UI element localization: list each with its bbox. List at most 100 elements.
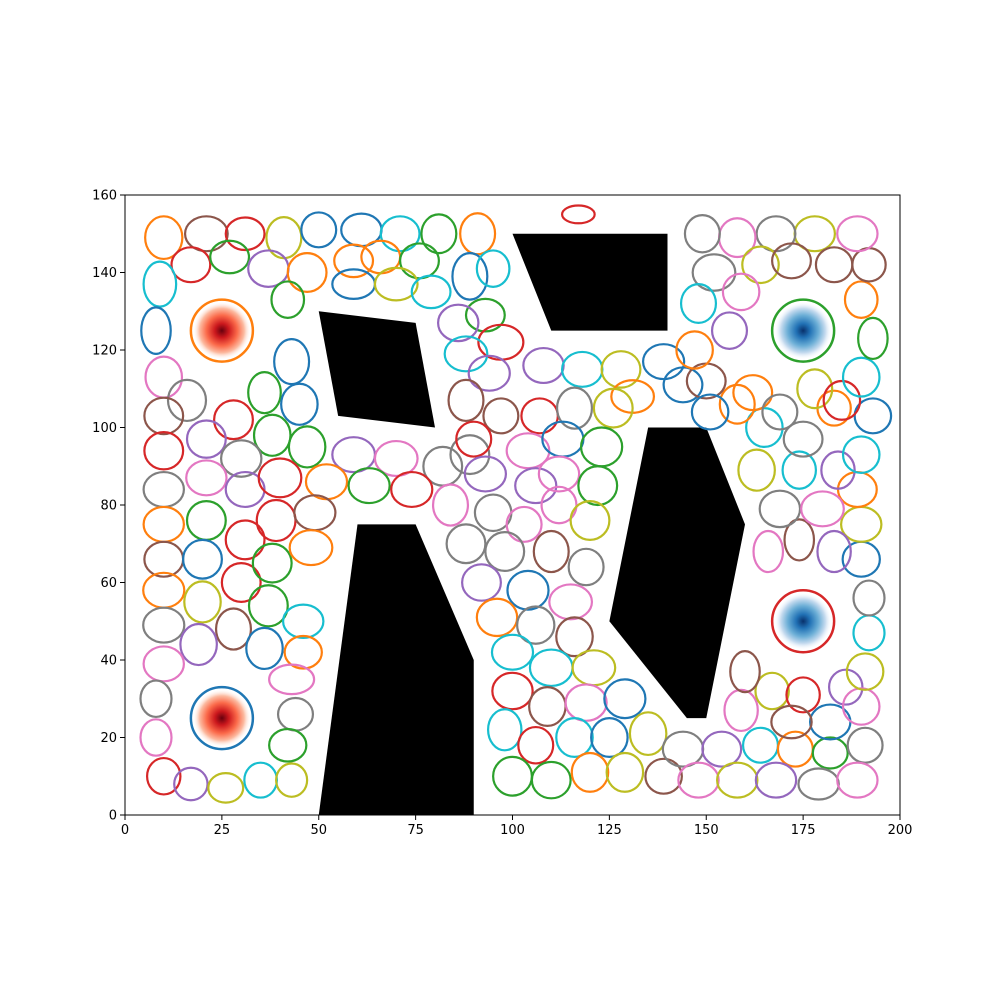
ellipse-marker bbox=[506, 569, 550, 611]
ellipse-marker bbox=[166, 378, 208, 423]
ellipse-marker bbox=[143, 396, 185, 436]
ellipse-marker bbox=[142, 260, 178, 308]
ellipse-marker bbox=[247, 584, 289, 628]
y-tick-label: 100 bbox=[92, 421, 117, 436]
ellipse-marker bbox=[420, 213, 458, 255]
ellipse-marker bbox=[723, 688, 759, 733]
ellipse-marker bbox=[675, 330, 714, 370]
ellipse-marker bbox=[505, 432, 551, 470]
ellipse-marker bbox=[142, 606, 186, 644]
ellipse-marker bbox=[251, 542, 293, 584]
ellipse-marker bbox=[170, 246, 212, 284]
ellipse-marker bbox=[783, 518, 816, 562]
ellipse-marker bbox=[758, 489, 802, 529]
ellipse-marker bbox=[286, 252, 328, 293]
obstacle-trapezoid-top bbox=[512, 233, 668, 331]
ellipse-marker bbox=[560, 204, 596, 225]
ellipse-marker bbox=[710, 311, 749, 350]
ellipse-marker bbox=[737, 448, 776, 492]
ellipse-marker bbox=[555, 616, 594, 658]
y-tick-label: 140 bbox=[92, 266, 117, 281]
ellipse-marker bbox=[475, 249, 511, 288]
ellipse-marker bbox=[822, 379, 862, 421]
ellipse-marker bbox=[300, 211, 338, 249]
ellipse-marker bbox=[282, 603, 325, 640]
ellipse-marker bbox=[800, 490, 845, 528]
obstacle-bottom-left bbox=[318, 524, 474, 815]
ellipse-marker bbox=[592, 387, 634, 429]
ellipse-marker bbox=[770, 704, 813, 740]
ellipse-marker bbox=[143, 431, 185, 471]
ellipse-marker bbox=[679, 283, 718, 324]
ellipse-marker bbox=[516, 605, 556, 645]
ellipse-marker bbox=[701, 730, 743, 768]
ellipse-marker bbox=[548, 583, 594, 621]
y-tick-label: 80 bbox=[100, 499, 117, 514]
ellipse-marker bbox=[771, 242, 812, 280]
ellipse-marker bbox=[721, 272, 761, 312]
ellipse-marker bbox=[537, 455, 581, 493]
source-ring-1 bbox=[189, 298, 255, 363]
ellipse-marker bbox=[431, 483, 470, 527]
ellipse-marker bbox=[490, 633, 535, 671]
ellipse-marker bbox=[224, 216, 266, 252]
ellipse-marker bbox=[142, 645, 186, 683]
ellipse-marker bbox=[517, 725, 555, 765]
ellipse-marker bbox=[207, 772, 245, 804]
ellipse-marker bbox=[373, 266, 419, 302]
x-tick-label: 0 bbox=[121, 823, 129, 838]
ellipse-marker bbox=[287, 425, 327, 469]
source-heat-1 bbox=[193, 302, 250, 359]
y-tick-label: 0 bbox=[109, 809, 117, 824]
ellipse-marker bbox=[827, 668, 864, 706]
ellipse-marker bbox=[173, 766, 209, 802]
ellipse-marker bbox=[475, 597, 519, 638]
ellipse-marker bbox=[690, 393, 730, 431]
ellipse-marker bbox=[715, 761, 759, 799]
y-tick-label: 60 bbox=[100, 576, 117, 591]
x-tick-label: 125 bbox=[597, 823, 622, 838]
ellipse-marker bbox=[505, 505, 543, 543]
x-tick-label: 100 bbox=[500, 823, 525, 838]
ellipse-marker bbox=[814, 246, 854, 284]
ellipse-marker bbox=[214, 607, 253, 651]
ellipse-marker bbox=[577, 465, 619, 507]
ellipse-marker bbox=[841, 435, 881, 474]
ellipse-marker bbox=[845, 652, 885, 691]
ellipse-marker bbox=[449, 434, 491, 476]
ellipse-marker bbox=[209, 239, 251, 275]
ellipse-marker bbox=[280, 382, 319, 426]
ellipse-marker bbox=[820, 450, 856, 490]
ellipse-marker bbox=[857, 316, 889, 361]
ellipse-marker bbox=[570, 751, 610, 793]
x-tick-label: 75 bbox=[407, 823, 424, 838]
ellipse-marker bbox=[816, 529, 852, 574]
source-heat-4 bbox=[775, 593, 832, 650]
ellipse-marker bbox=[605, 751, 645, 793]
ellipse-marker bbox=[555, 717, 594, 758]
ellipse-marker bbox=[841, 356, 881, 398]
ellipse-marker bbox=[852, 579, 886, 617]
ellipse-marker bbox=[567, 547, 605, 587]
ellipse-marker bbox=[853, 397, 893, 435]
ellipse-marker bbox=[273, 338, 311, 386]
ellipse-marker bbox=[288, 529, 334, 567]
ellipse-marker bbox=[590, 717, 629, 758]
ellipse-marker bbox=[268, 727, 308, 763]
ellipse-marker bbox=[718, 383, 756, 425]
ellipse-marker bbox=[841, 687, 881, 726]
ellipse-marker bbox=[224, 519, 266, 561]
x-tick-label: 25 bbox=[214, 823, 231, 838]
ellipse-marker bbox=[514, 467, 558, 505]
source-ring-4 bbox=[770, 589, 836, 654]
ellipse-marker bbox=[555, 386, 594, 430]
ellipse-marker bbox=[729, 649, 761, 694]
ellipse-marker bbox=[811, 736, 849, 770]
ellipse-marker bbox=[270, 280, 306, 319]
ellipse-marker bbox=[445, 523, 487, 565]
y-tick-label: 20 bbox=[100, 731, 117, 746]
ellipse-marker bbox=[213, 399, 254, 441]
source-ring-2 bbox=[189, 685, 255, 751]
ellipse-marker bbox=[677, 761, 720, 799]
